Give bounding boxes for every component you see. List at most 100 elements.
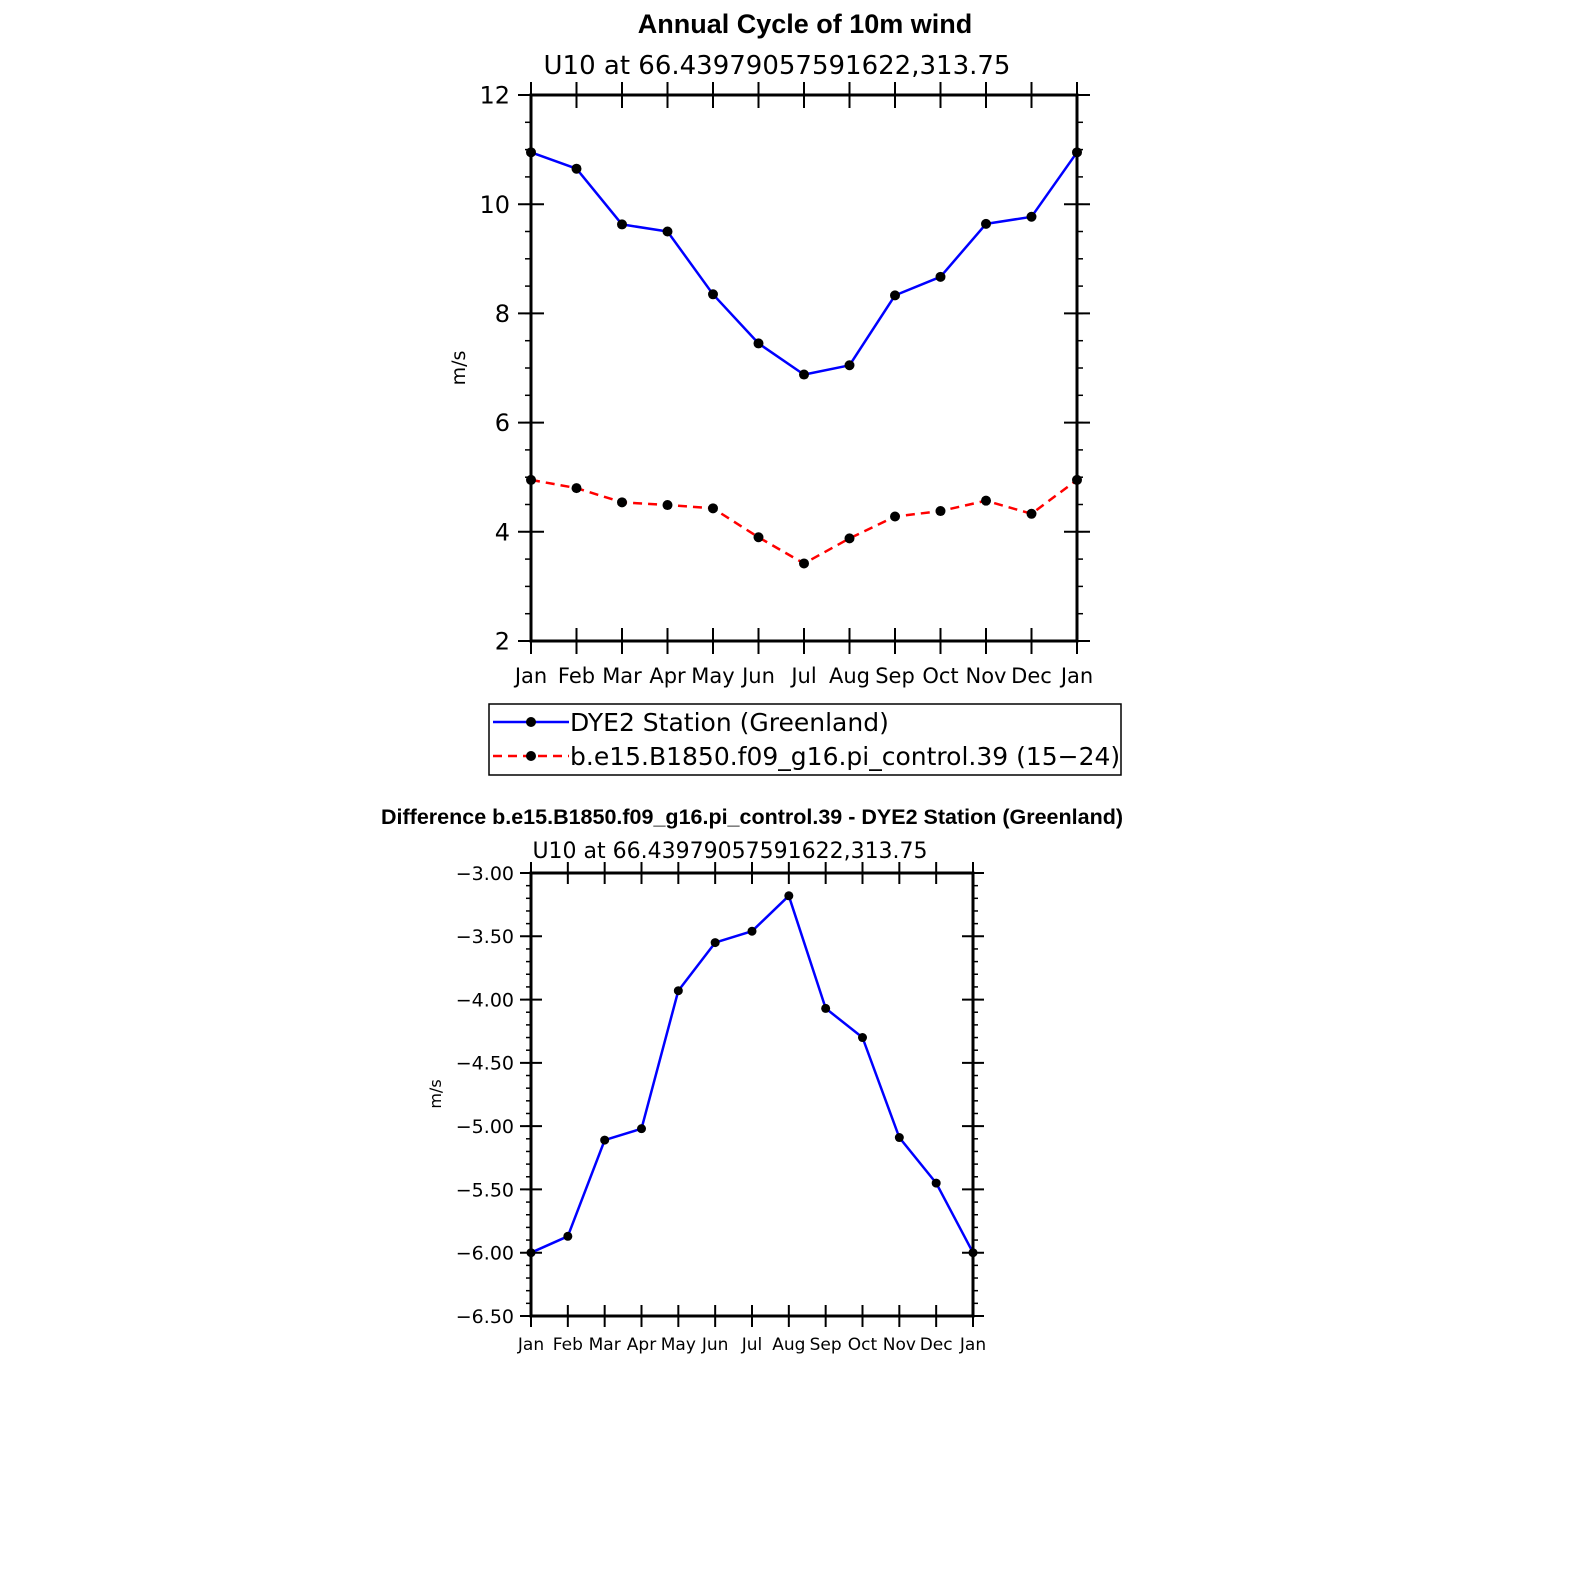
x-tick-label: Jan xyxy=(513,664,547,688)
x-tick-label: Oct xyxy=(848,1335,878,1355)
x-tick-label: May xyxy=(661,1335,696,1355)
data-point xyxy=(617,497,627,508)
chart-subtitle: U10 at 66.43979057591622,313.75 xyxy=(532,839,927,864)
legend-marker-blue xyxy=(526,717,536,727)
y-tick-label: −4.00 xyxy=(456,989,514,1011)
data-point xyxy=(662,500,673,511)
data-point xyxy=(858,1033,867,1043)
chart-title: Annual Cycle of 10m wind xyxy=(638,9,973,39)
x-tick-label: Dec xyxy=(1011,664,1052,688)
data-point xyxy=(935,271,946,282)
legend: DYE2 Station (Greenland) b.e15.B1850.f09… xyxy=(488,703,1122,776)
y-tick-label: −3.50 xyxy=(456,926,514,948)
y-axis-label: m/s xyxy=(448,351,470,386)
x-tick-labels: Jan Feb Mar Apr May Jun Jul Aug Sep Oct Nov Dec Jan xyxy=(513,664,1093,688)
x-tick-label: Sep xyxy=(875,664,915,688)
y-tick-label: −5.50 xyxy=(456,1179,514,1201)
legend-label-red: b.e15.B1850.f09_g16.pi_control.39 (15−24… xyxy=(570,742,1120,771)
data-point xyxy=(571,483,582,494)
y-tick-label: 8 xyxy=(495,300,510,328)
x-tick-label: Jan xyxy=(1059,664,1093,688)
data-point xyxy=(600,1135,610,1145)
x-tick-label: Jun xyxy=(701,1335,729,1355)
data-point xyxy=(1026,211,1037,222)
legend-marker-red xyxy=(526,751,536,761)
data-point xyxy=(981,218,991,229)
data-point xyxy=(673,986,683,996)
legend-box xyxy=(488,703,1122,776)
x-tick-label: Jan xyxy=(959,1335,986,1355)
data-point xyxy=(890,511,900,522)
x-tick-label: Jul xyxy=(789,664,816,688)
data-point xyxy=(935,506,946,517)
x-tick-label: Jun xyxy=(740,664,775,688)
plot-frame xyxy=(529,93,1079,643)
data-point xyxy=(753,338,764,349)
data-point xyxy=(799,369,809,380)
x-tick-label: Apr xyxy=(649,664,686,688)
data-point xyxy=(708,289,718,300)
y-tick-label: −4.50 xyxy=(456,1053,514,1075)
y-tick-label: −3.00 xyxy=(456,863,514,885)
y-tick-label: −5.00 xyxy=(456,1116,514,1138)
y-tick-label: 2 xyxy=(495,628,510,656)
x-tick-label: Mar xyxy=(589,1335,621,1355)
y-tick-labels: 2 4 6 8 10 12 xyxy=(479,82,510,656)
data-point xyxy=(571,163,582,174)
x-tick-label: Aug xyxy=(772,1335,805,1355)
y-tick-label: 12 xyxy=(479,82,510,110)
y-tick-label: −6.50 xyxy=(456,1306,514,1328)
data-point xyxy=(747,926,757,936)
data-point xyxy=(931,1178,941,1188)
series-lines xyxy=(530,894,975,1254)
x-tick-label: Feb xyxy=(558,664,595,688)
series-line-1 xyxy=(530,894,975,1254)
data-point xyxy=(894,1133,904,1143)
data-point xyxy=(981,495,991,506)
x-tick-label: Jul xyxy=(741,1335,763,1355)
x-tick-label: Nov xyxy=(966,664,1007,688)
series-line-1 xyxy=(530,151,1079,376)
x-tick-label: Aug xyxy=(829,664,870,688)
plot-frame xyxy=(529,871,975,1318)
x-tick-label: Jan xyxy=(517,1335,544,1355)
data-point xyxy=(617,219,627,230)
data-point xyxy=(710,938,720,948)
chart-title: Difference b.e15.B1850.f09_g16.pi_contro… xyxy=(381,805,1123,829)
data-point xyxy=(784,891,794,901)
x-tick-label: Nov xyxy=(883,1335,916,1355)
x-tick-labels: Jan Feb Mar Apr May Jun Jul Aug Sep Oct Nov Dec Jan xyxy=(517,1335,986,1355)
data-point xyxy=(662,226,673,237)
data-point xyxy=(844,533,855,544)
x-tick-label: Sep xyxy=(810,1335,842,1355)
y-tick-labels: −6.50 −6.00 −5.50 −5.00 −4.50 −4.00 −3.50 −3.00 xyxy=(456,863,514,1328)
data-point xyxy=(821,1003,831,1013)
y-tick-label: 10 xyxy=(479,191,510,219)
y-tick-label: 4 xyxy=(495,518,510,546)
difference-chart: Difference b.e15.B1850.f09_g16.pi_contro… xyxy=(381,805,1123,1355)
chart-subtitle: U10 at 66.43979057591622,313.75 xyxy=(544,51,1011,81)
legend-label-blue: DYE2 Station (Greenland) xyxy=(570,708,889,737)
data-point xyxy=(844,360,855,371)
x-tick-label: May xyxy=(691,664,734,688)
data-point xyxy=(708,503,718,514)
series-line-2 xyxy=(530,478,1078,565)
series-lines xyxy=(530,151,1079,565)
annual-cycle-chart: Annual Cycle of 10m wind U10 at 66.43979… xyxy=(448,9,1122,776)
data-point xyxy=(799,558,809,569)
x-tick-label: Mar xyxy=(602,664,642,688)
data-point xyxy=(753,532,764,543)
data-point xyxy=(637,1124,646,1134)
data-points xyxy=(526,891,978,1258)
data-points xyxy=(526,147,1082,569)
data-point xyxy=(890,290,900,301)
data-point xyxy=(1026,508,1037,519)
y-tick-label: 6 xyxy=(495,409,510,437)
x-tick-label: Feb xyxy=(553,1335,583,1355)
data-point xyxy=(563,1231,573,1241)
y-tick-label: −6.00 xyxy=(456,1243,514,1265)
x-tick-label: Oct xyxy=(922,664,958,688)
x-tick-label: Dec xyxy=(920,1335,953,1355)
y-axis-label: m/s xyxy=(426,1079,445,1108)
